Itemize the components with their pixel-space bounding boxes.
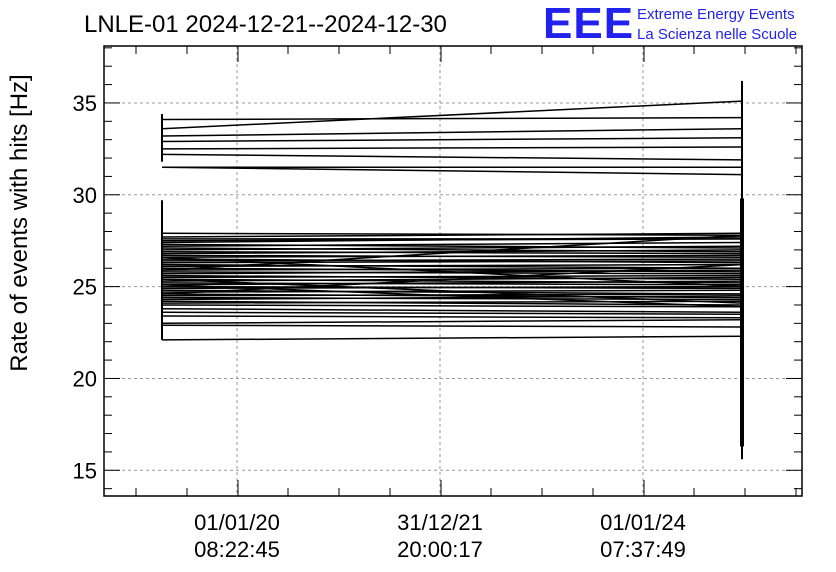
x-tick-label-date: 01/01/20	[194, 510, 280, 535]
series-line	[161, 335, 743, 341]
series-line	[161, 258, 743, 264]
y-tick-label: 25	[73, 275, 97, 300]
series-line	[161, 245, 743, 251]
x-tick-label-time: 07:37:49	[600, 537, 686, 562]
chart-title: LNLE-01 2024-12-21--2024-12-30	[84, 11, 447, 38]
series-line	[161, 295, 743, 301]
series-line	[161, 315, 743, 319]
series-line	[161, 300, 743, 304]
x-tick-label-time: 08:22:45	[194, 537, 280, 562]
series-line	[161, 263, 743, 268]
series-line	[161, 271, 743, 275]
series-line	[161, 324, 743, 328]
grid	[104, 46, 802, 496]
series-line	[161, 146, 743, 150]
x-tick-label-date: 01/01/24	[600, 510, 686, 535]
series-line	[161, 311, 743, 315]
series-line	[161, 318, 743, 325]
series-line	[161, 258, 743, 262]
y-axis-label: Rate of events with hits [Hz]	[6, 74, 33, 371]
series-line	[161, 289, 743, 295]
series-line	[161, 116, 743, 121]
series-line	[161, 254, 743, 258]
series-line	[161, 137, 743, 143]
series-line	[161, 234, 743, 271]
logo-line1: Extreme Energy Events	[637, 6, 795, 23]
y-tick-labels: 15 20 25 30 35	[73, 91, 97, 483]
series-line	[161, 232, 743, 236]
series-line	[161, 249, 743, 255]
series-line	[161, 300, 743, 306]
y-tick-label: 20	[73, 366, 97, 391]
y-tick-label: 15	[73, 458, 97, 483]
series-lines	[161, 80, 744, 460]
y-tick-label: 30	[73, 183, 97, 208]
series-line	[161, 256, 743, 288]
plot-frame	[103, 45, 803, 497]
series-line	[161, 278, 743, 304]
axes	[103, 45, 803, 497]
series-line	[161, 241, 743, 247]
series-line	[161, 263, 743, 269]
series-line	[161, 166, 743, 176]
eee-logo: EEE Extreme Energy Events La Scienza nel…	[543, 0, 797, 48]
y-tick-label: 35	[73, 91, 97, 116]
series-line	[161, 100, 743, 130]
series-line	[161, 307, 743, 314]
x-tick-label-time: 20:00:17	[397, 537, 483, 562]
series-line	[161, 236, 743, 244]
series-line	[161, 127, 743, 137]
series-line	[161, 267, 743, 271]
logo-line2: La Scienza nelle Scuole	[637, 26, 797, 43]
series-line	[161, 293, 743, 297]
series-line	[161, 274, 743, 279]
series-line	[161, 284, 743, 308]
logo-mark: EEE	[543, 0, 634, 48]
series-line	[161, 232, 743, 238]
series-line	[161, 304, 743, 308]
x-tick-label-date: 31/12/21	[397, 510, 483, 535]
series-line	[161, 153, 743, 161]
